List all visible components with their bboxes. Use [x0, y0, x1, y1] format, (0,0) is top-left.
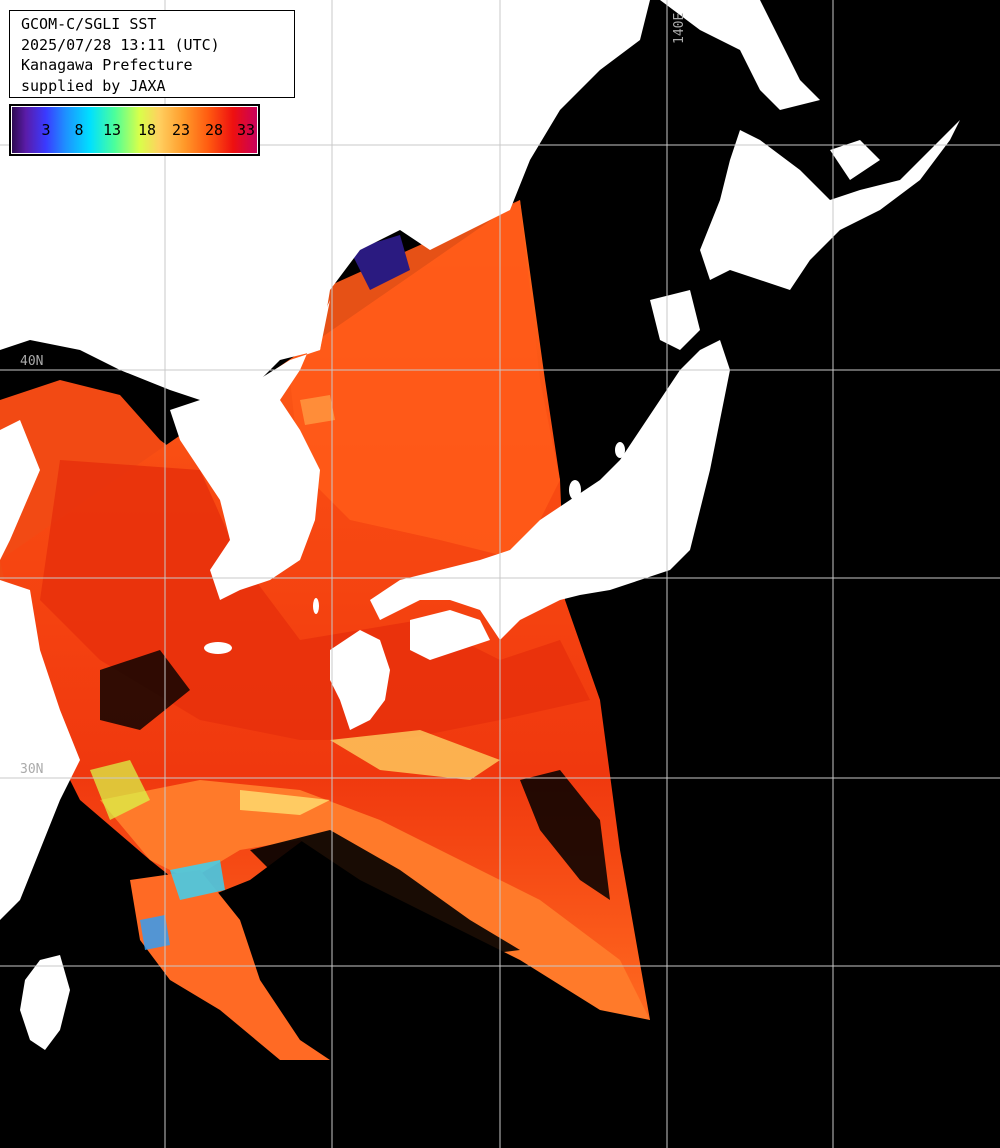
colorbar-tick: 13 [102, 121, 122, 139]
sst-colorbar: 3 8 13 18 23 28 33 [9, 104, 260, 156]
colorbar-tick: 28 [204, 121, 224, 139]
product-title: GCOM-C/SGLI SST [21, 15, 157, 33]
land [0, 0, 960, 1050]
colorbar-tick: 8 [74, 121, 84, 139]
colorbar-tick: 18 [137, 121, 157, 139]
colorbar-tick: 23 [171, 121, 191, 139]
sst-swath [0, 200, 650, 1060]
colorbar-tick: 33 [236, 121, 256, 139]
lat-label-30n: 30N [20, 762, 44, 777]
info-box: GCOM-C/SGLI SST 2025/07/28 13:11 (UTC) K… [9, 10, 295, 98]
observation-datetime: 2025/07/28 13:11 (UTC) [21, 35, 220, 54]
lat-label-40n: 40N [20, 354, 44, 369]
colorbar-tick: 3 [41, 121, 51, 139]
organization-name: Kanagawa Prefecture [21, 56, 193, 74]
data-provider: supplied by JAXA [21, 76, 166, 95]
lon-label-140e: 140E [672, 12, 687, 44]
